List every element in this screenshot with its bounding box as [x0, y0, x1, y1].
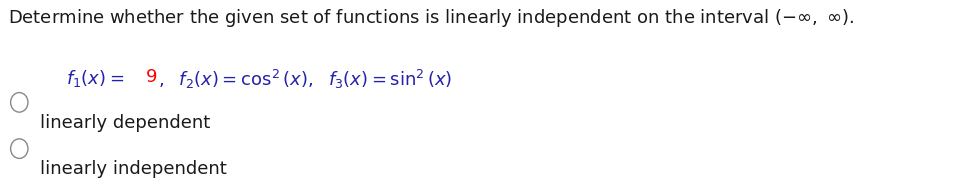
Text: linearly independent: linearly independent [40, 160, 228, 178]
Text: Determine whether the given set of functions is linearly independent on the inte: Determine whether the given set of funct… [8, 7, 854, 29]
Text: $f_1(x) = $: $f_1(x) = $ [66, 68, 123, 89]
Text: $9$: $9$ [145, 68, 157, 86]
Text: $,\ \ f_2(x) = \cos^2(x),\ \ f_3(x) = \sin^2(x)$: $,\ \ f_2(x) = \cos^2(x),\ \ f_3(x) = \s… [158, 68, 452, 91]
Text: linearly dependent: linearly dependent [40, 114, 211, 132]
